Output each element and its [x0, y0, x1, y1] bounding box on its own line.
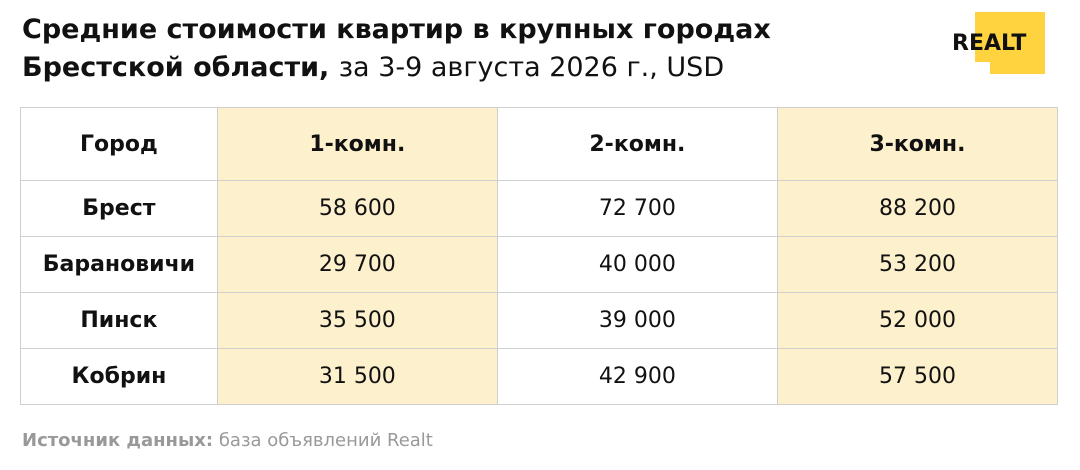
- city-cell: Брест: [20, 180, 218, 237]
- price-cell: 72 700: [496, 180, 778, 237]
- footer-label: Источник данных:: [22, 430, 214, 451]
- price-cell: 53 200: [776, 236, 1059, 293]
- column-header: 1-комн.: [216, 107, 498, 181]
- table-body: Город 1-комн. 2-комн. 3-комн. Брест 58 600 72 …: [20, 107, 1059, 405]
- price-table: Город 1-комн. 2-комн. 3-комн. Брест 58 600 72 …: [20, 107, 1059, 405]
- column-header: Город: [20, 107, 218, 181]
- price-cell: 58 600: [216, 180, 498, 237]
- table-row: Барановичи 29 700 40 000 53 200: [20, 236, 1059, 293]
- logo-text: REALT: [952, 31, 1026, 56]
- column-header: 3-комн.: [776, 107, 1059, 181]
- price-cell: 57 500: [776, 348, 1059, 405]
- price-cell: 88 200: [776, 180, 1059, 237]
- city-cell: Пинск: [20, 292, 218, 349]
- price-cell: 39 000: [496, 292, 778, 349]
- footer-text: база объявлений Realt: [218, 430, 433, 451]
- title: Средние стоимости квартир в крупных горо…: [22, 14, 771, 45]
- price-cell: 40 000: [496, 236, 778, 293]
- table-row: Брест 58 600 72 700 88 200: [20, 180, 1059, 237]
- table-row: Пинск 35 500 39 000 52 000: [20, 292, 1059, 349]
- price-cell: 42 900: [496, 348, 778, 405]
- price-cell: 29 700: [216, 236, 498, 293]
- column-header: 2-комн.: [496, 107, 778, 181]
- price-cell: 35 500: [216, 292, 498, 349]
- price-cell: 31 500: [216, 348, 498, 405]
- table-row: Кобрин 31 500 42 900 57 500: [20, 348, 1059, 405]
- city-cell: Барановичи: [20, 236, 218, 293]
- title-bold: Брестской области,: [22, 52, 330, 83]
- price-cell: 52 000: [776, 292, 1059, 349]
- subtitle: Брестской области, за 3-9 августа 2026 г…: [22, 52, 724, 83]
- footer: Источник данных: база объявлений Realt: [22, 430, 433, 451]
- city-cell: Кобрин: [20, 348, 218, 405]
- logo: REALT: [952, 12, 1045, 74]
- header-row: Город 1-комн. 2-комн. 3-комн.: [20, 107, 1059, 181]
- title-regular: за 3-9 августа 2026 г., USD: [338, 52, 725, 83]
- logo-shape: [975, 12, 1045, 74]
